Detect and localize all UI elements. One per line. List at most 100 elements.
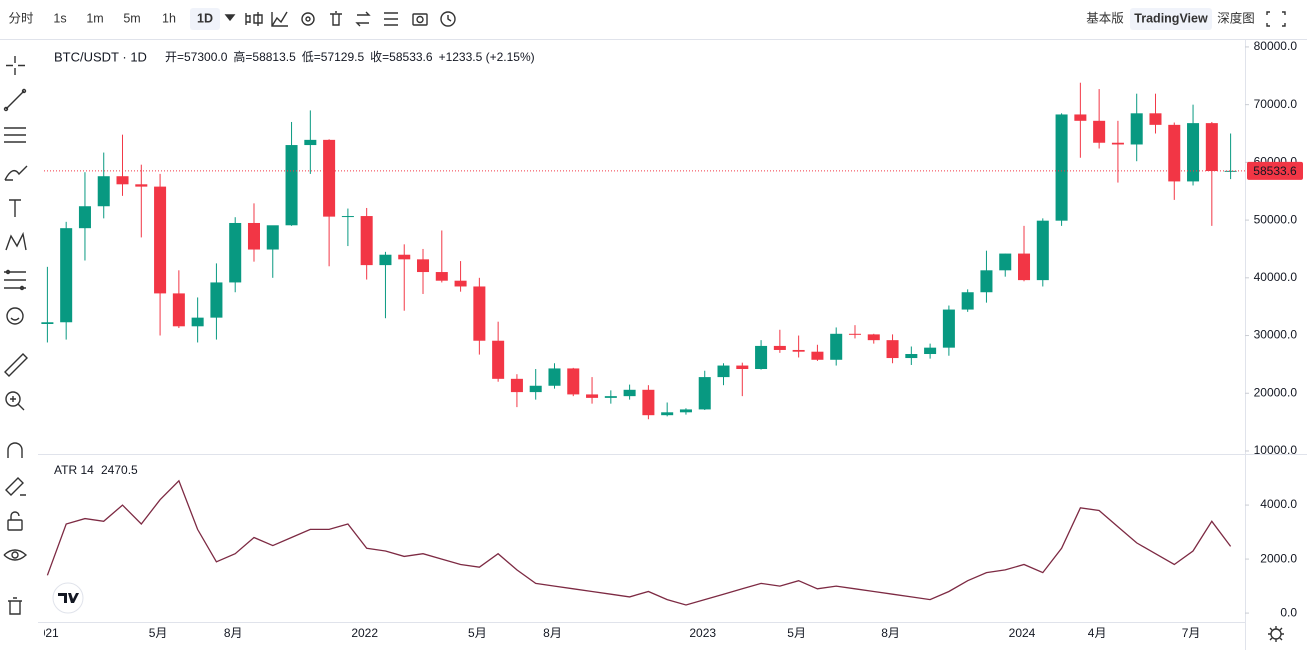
candle-body (717, 365, 730, 378)
candle-body (1074, 114, 1087, 121)
candle-body (1224, 170, 1237, 172)
x-tick-label: 2021 (32, 626, 59, 640)
y-tick-label: 4000.0 (1260, 497, 1297, 511)
candle-body (191, 317, 204, 327)
x-tick-label: 2024 (1009, 626, 1036, 640)
candle-body (905, 354, 918, 359)
interval-button[interactable]: 1D (197, 11, 213, 25)
view-button[interactable]: 深度图 (1217, 10, 1255, 25)
candle-body (60, 228, 73, 323)
x-tick-label: 4月 (1088, 626, 1107, 640)
x-tick-label: 8月 (881, 626, 900, 640)
candle-body (398, 254, 411, 260)
x-tick-label: 8月 (543, 626, 562, 640)
y-tick-label: 80000.0 (1254, 39, 1298, 53)
candles (41, 82, 1237, 420)
candle-body (341, 216, 354, 218)
change-label: +1233.5 (+2.15%) (439, 50, 535, 64)
y-tick-label: 30000.0 (1254, 328, 1298, 342)
candle-body (229, 222, 242, 283)
y-tick-label: 2000.0 (1260, 551, 1297, 565)
y-tick-label: 10000.0 (1254, 443, 1298, 457)
candle-body (1093, 120, 1106, 143)
candle-body (1055, 114, 1068, 221)
interval-button[interactable]: 1s (53, 11, 66, 25)
candle-body (698, 377, 711, 410)
x-tick-label: 5月 (468, 626, 487, 640)
candle-body (755, 345, 768, 370)
candle-body (567, 368, 580, 395)
interval-button[interactable]: 5m (123, 11, 140, 25)
candle-body (830, 333, 843, 360)
candle-body (266, 225, 279, 250)
candle-body (435, 272, 448, 281)
candle-body (886, 340, 899, 359)
candle-body (285, 145, 298, 226)
candle-body (1111, 142, 1124, 145)
toolbar-icons[interactable] (224, 11, 1286, 27)
candle-body (1168, 124, 1181, 182)
last-price-label: 58533.6 (1253, 164, 1297, 178)
x-tick-label: 2023 (689, 626, 716, 640)
candle-body (154, 186, 167, 294)
time-axis: 2021 5月 8月 2022 5月 8月 2023 5月 8月 2024 4月 7月 (32, 626, 1201, 640)
candle-body (999, 253, 1012, 271)
ohlc-label: 低=57129.5 (302, 50, 365, 64)
candle-body (1036, 220, 1049, 281)
candle-body (773, 345, 786, 350)
candle-body (116, 176, 129, 185)
y-tick-label: 50000.0 (1254, 212, 1298, 226)
candle-body (1149, 113, 1162, 125)
candle-body (961, 292, 974, 310)
x-tick-label: 5月 (787, 626, 806, 640)
candle-body (304, 139, 317, 146)
candle-body (1130, 113, 1143, 145)
y-tick-label: 0.0 (1280, 605, 1297, 619)
candle-body (529, 385, 542, 393)
y-tick-label: 70000.0 (1254, 97, 1298, 111)
settings-icon[interactable] (1268, 626, 1284, 642)
candle-body (736, 365, 749, 370)
x-tick-label: 7月 (1182, 626, 1201, 640)
x-tick-label: 2022 (351, 626, 378, 640)
candle-body (1018, 253, 1031, 281)
view-button[interactable]: 基本版 (1086, 11, 1124, 25)
candle-body (679, 409, 692, 413)
candle-body (980, 270, 993, 293)
candle-body (924, 347, 937, 355)
candle-body (473, 286, 486, 341)
candle-body (661, 412, 674, 416)
candle-body (642, 389, 655, 416)
candle-body (78, 206, 91, 229)
candle-body (247, 222, 260, 250)
last-price-marker (1247, 161, 1303, 180)
candle-body (1187, 123, 1200, 182)
ohlc-label: 高=58813.5 (233, 49, 296, 64)
candle-body (97, 176, 110, 207)
y-tick-label: 40000.0 (1254, 270, 1298, 284)
active-view-bg (1130, 8, 1212, 30)
candle-body (323, 139, 336, 217)
drawing-tools[interactable] (3, 56, 28, 615)
candle-body (623, 389, 636, 397)
candle-body (454, 280, 467, 287)
candle-body (942, 309, 955, 348)
candle-body (417, 259, 430, 273)
candle-body (867, 334, 880, 341)
candle-body (379, 254, 392, 266)
candle-body (604, 396, 617, 398)
ohlc-label: 开=57300.0 (165, 50, 228, 64)
y-tick-label: 20000.0 (1254, 385, 1298, 399)
interval-button[interactable]: 分时 (8, 11, 34, 25)
candle-body (848, 333, 861, 335)
interval-button[interactable]: 1m (86, 11, 103, 25)
interval-button[interactable]: 1h (162, 11, 176, 25)
candle-body (492, 340, 505, 379)
candle-body (1205, 123, 1218, 172)
candle-body (811, 351, 824, 360)
candle-body (360, 216, 373, 266)
view-button[interactable]: TradingView (1134, 11, 1208, 25)
symbol: BTC/USDT · 1D (54, 49, 147, 64)
